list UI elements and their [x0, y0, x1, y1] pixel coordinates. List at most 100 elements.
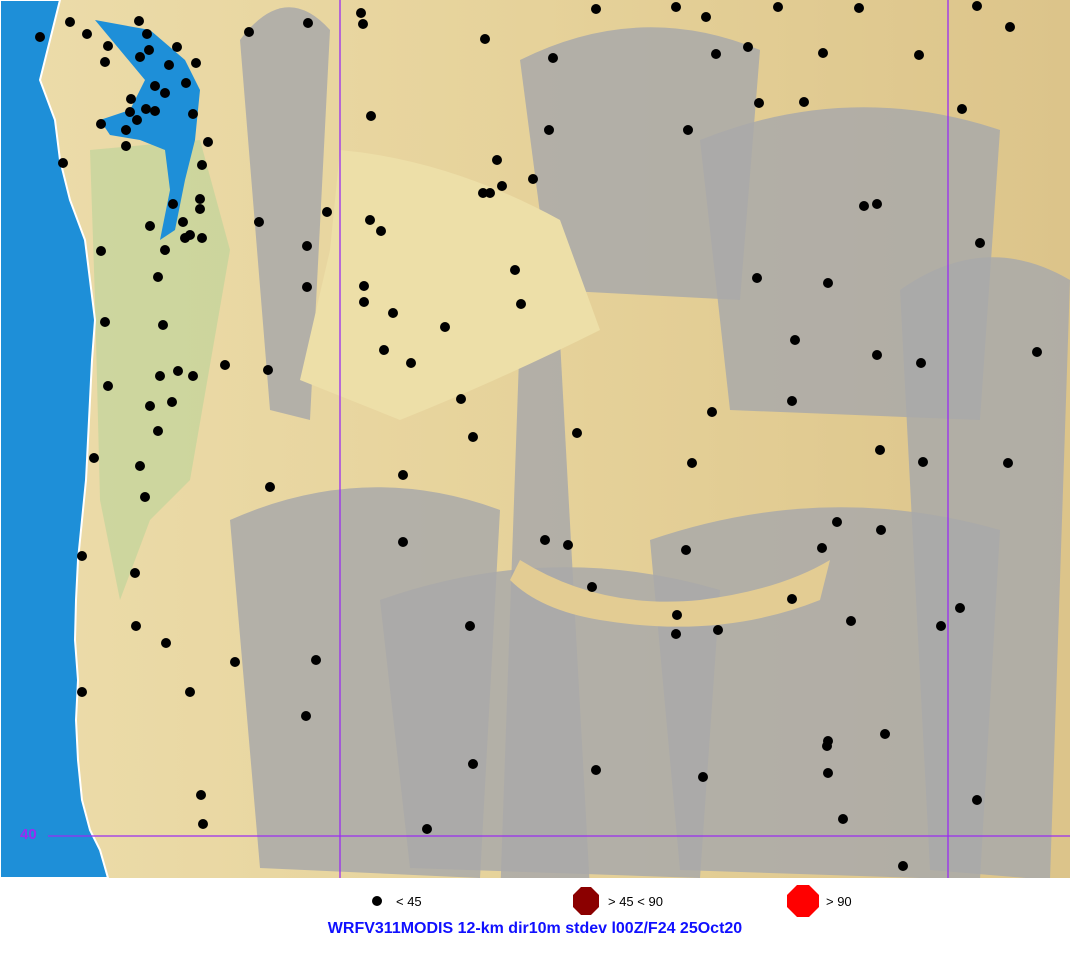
legend-label: > 90 — [826, 893, 852, 909]
mountain-terrain — [230, 7, 1070, 878]
mountain-region — [240, 7, 330, 420]
station-marker — [365, 215, 375, 225]
legend-label: < 45 — [396, 893, 422, 909]
station-marker — [178, 217, 188, 227]
station-marker — [822, 741, 832, 751]
station-marker — [301, 711, 311, 721]
station-marker — [185, 687, 195, 697]
station-marker — [497, 181, 507, 191]
station-marker — [244, 27, 254, 37]
station-marker — [358, 19, 368, 29]
station-marker — [823, 768, 833, 778]
legend-label: > 45 < 90 — [608, 893, 663, 909]
station-marker — [422, 824, 432, 834]
station-marker — [743, 42, 753, 52]
station-marker — [181, 78, 191, 88]
station-marker — [859, 201, 869, 211]
station-marker — [955, 603, 965, 613]
station-marker — [456, 394, 466, 404]
station-marker — [144, 45, 154, 55]
coastal-green — [90, 140, 230, 600]
station-marker — [65, 17, 75, 27]
station-marker — [1032, 347, 1042, 357]
station-marker — [195, 204, 205, 214]
station-marker — [173, 366, 183, 376]
station-marker — [773, 2, 783, 12]
station-marker — [359, 281, 369, 291]
station-marker — [77, 687, 87, 697]
station-marker — [406, 358, 416, 368]
station-marker — [898, 861, 908, 871]
station-marker — [132, 115, 142, 125]
station-marker — [528, 174, 538, 184]
station-marker — [972, 795, 982, 805]
mountain-region — [380, 567, 720, 878]
station-marker — [711, 49, 721, 59]
puget-sound — [95, 20, 200, 240]
mountain-region — [700, 107, 1000, 420]
station-marker — [468, 759, 478, 769]
station-marker — [671, 629, 681, 639]
station-marker — [126, 94, 136, 104]
station-marker — [790, 335, 800, 345]
station-marker — [131, 621, 141, 631]
station-marker — [196, 790, 206, 800]
station-marker — [875, 445, 885, 455]
station-marker — [872, 199, 882, 209]
station-marker — [100, 317, 110, 327]
station-marker — [492, 155, 502, 165]
station-marker — [872, 350, 882, 360]
station-marker — [975, 238, 985, 248]
station-marker — [914, 50, 924, 60]
station-marker — [838, 814, 848, 824]
station-marker — [230, 657, 240, 667]
station-marker — [880, 729, 890, 739]
station-marker — [164, 60, 174, 70]
station-marker — [82, 29, 92, 39]
station-marker — [752, 273, 762, 283]
station-marker — [153, 272, 163, 282]
station-marker — [356, 8, 366, 18]
map-caption: WRFV311MODIS 12-km dir10m stdev l00Z/F24… — [327, 920, 743, 937]
station-marker — [787, 594, 797, 604]
station-marker — [96, 119, 106, 129]
station-marker — [681, 545, 691, 555]
station-marker — [957, 104, 967, 114]
station-marker — [516, 299, 526, 309]
station-marker — [180, 233, 190, 243]
station-marker — [379, 345, 389, 355]
station-marker — [77, 551, 87, 561]
station-marker — [398, 470, 408, 480]
station-marker — [160, 245, 170, 255]
station-marker — [388, 308, 398, 318]
station-markers — [35, 1, 1042, 871]
octagon-icon — [787, 885, 819, 917]
station-marker — [540, 535, 550, 545]
station-marker — [440, 322, 450, 332]
station-marker — [936, 621, 946, 631]
latitude-label: 40 — [20, 826, 37, 843]
station-marker — [376, 226, 386, 236]
station-marker — [548, 53, 558, 63]
station-marker — [121, 141, 131, 151]
station-marker — [160, 88, 170, 98]
station-marker — [302, 241, 312, 251]
station-marker — [468, 432, 478, 442]
octagon-icon — [573, 887, 599, 915]
station-marker — [713, 625, 723, 635]
station-marker — [153, 426, 163, 436]
station-marker — [846, 616, 856, 626]
station-marker — [203, 137, 213, 147]
station-marker — [817, 543, 827, 553]
station-marker — [799, 97, 809, 107]
station-marker — [876, 525, 886, 535]
station-marker — [972, 1, 982, 11]
station-marker — [671, 2, 681, 12]
station-marker — [572, 428, 582, 438]
station-marker — [322, 207, 332, 217]
legend-item-high: > 90 — [786, 885, 852, 917]
station-marker — [135, 461, 145, 471]
station-marker — [150, 81, 160, 91]
station-marker — [121, 125, 131, 135]
station-marker — [103, 41, 113, 51]
